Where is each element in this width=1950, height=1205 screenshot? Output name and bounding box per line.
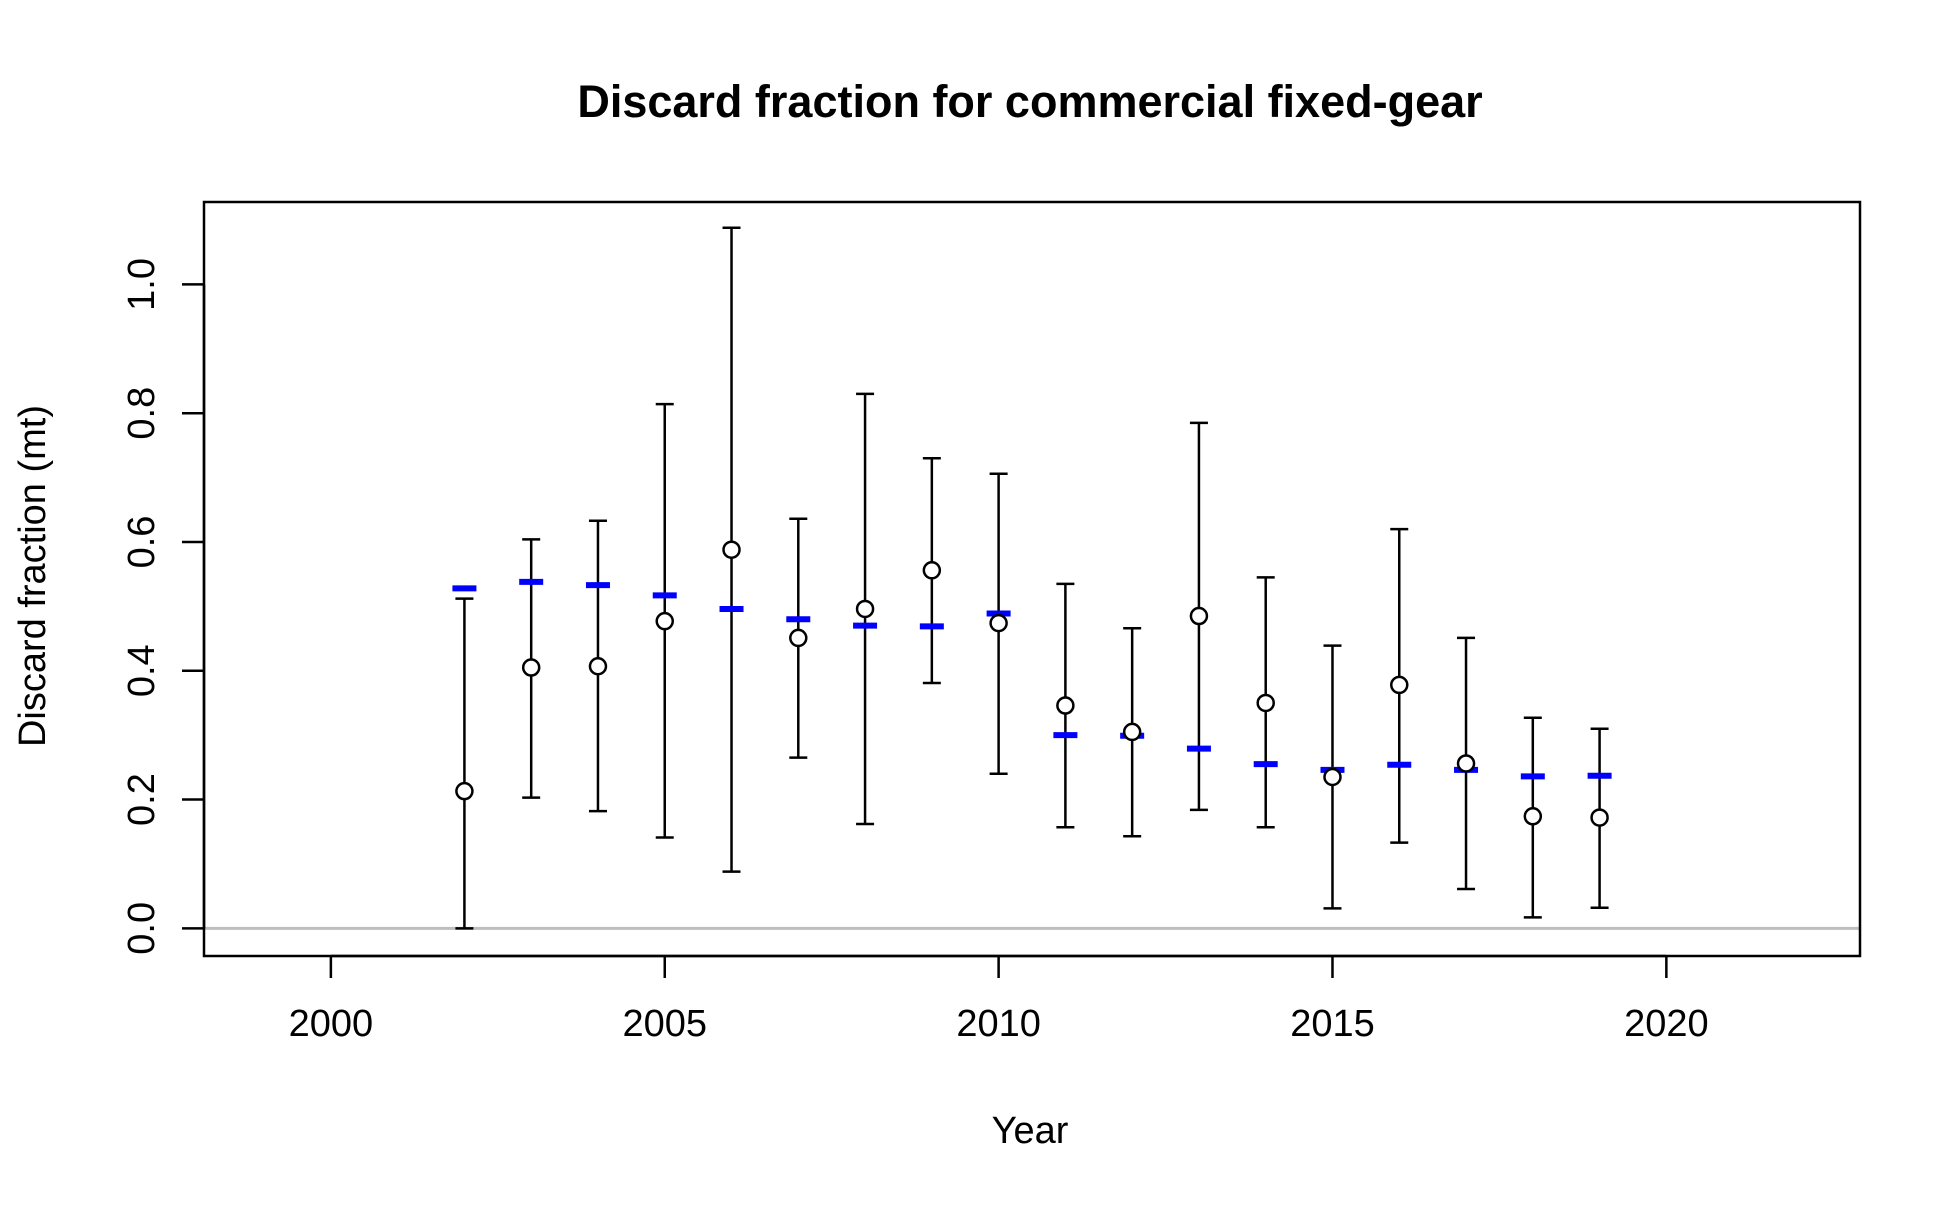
observed-point bbox=[655, 611, 674, 631]
observed-point bbox=[1189, 606, 1209, 626]
observed-point bbox=[855, 599, 875, 619]
x-tick-label: 2005 bbox=[622, 1003, 707, 1045]
observed-point bbox=[521, 658, 541, 677]
observed-point bbox=[1590, 808, 1609, 827]
x-tick-label: 2010 bbox=[956, 1003, 1041, 1045]
observed-point bbox=[1523, 807, 1543, 826]
chart-title: Discard fraction for commercial fixed-ge… bbox=[577, 76, 1482, 127]
observed-point bbox=[1390, 675, 1409, 695]
y-tick-label: 0.6 bbox=[121, 516, 163, 569]
x-axis-label: Year bbox=[992, 1110, 1069, 1152]
y-tick-label: 0.2 bbox=[121, 773, 163, 826]
x-tick-label: 2000 bbox=[289, 1003, 374, 1045]
plot-area: 2000 2005 2010 2015 2020 0.0 0.2 0.4 0.6 0.8 1.0 bbox=[121, 200, 1862, 1045]
plot-frame bbox=[202, 200, 1862, 958]
observed-point bbox=[1256, 693, 1275, 713]
observed-point bbox=[789, 628, 808, 648]
y-tick-label: 0.4 bbox=[121, 644, 163, 697]
y-tick-label: 0.8 bbox=[121, 387, 163, 440]
observed-point bbox=[989, 613, 1008, 633]
x-tick-label: 2015 bbox=[1290, 1003, 1375, 1045]
observed-point bbox=[922, 561, 942, 580]
y-tick-label: 1.0 bbox=[121, 258, 163, 311]
y-tick-label: 0.0 bbox=[121, 902, 163, 955]
y-axis-label: Discard fraction (mt) bbox=[12, 405, 54, 747]
observed-point bbox=[588, 656, 608, 676]
observed-point bbox=[1323, 767, 1342, 787]
observed-point bbox=[455, 781, 474, 801]
observed-point bbox=[1456, 754, 1476, 773]
observed-point bbox=[1122, 722, 1142, 742]
observed-point bbox=[1056, 696, 1075, 715]
observed-point bbox=[722, 540, 741, 559]
x-tick-label: 2020 bbox=[1624, 1003, 1709, 1045]
